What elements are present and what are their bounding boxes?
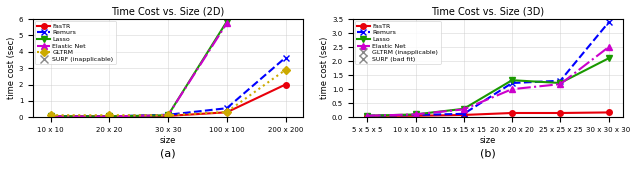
Remurs bbox=[164, 114, 172, 116]
FasTR bbox=[605, 111, 612, 114]
Text: (a): (a) bbox=[160, 149, 176, 159]
Remurs bbox=[364, 115, 371, 117]
Line: FasTR: FasTR bbox=[365, 110, 611, 119]
Line: Elastic Net: Elastic Net bbox=[364, 44, 612, 119]
Lasso bbox=[508, 79, 516, 81]
Lasso bbox=[412, 113, 419, 116]
Elastic Net bbox=[508, 88, 516, 90]
Title: Time Cost vs. Size (3D): Time Cost vs. Size (3D) bbox=[431, 7, 545, 17]
X-axis label: size: size bbox=[160, 136, 176, 145]
FasTR bbox=[164, 115, 172, 117]
Line: Lasso: Lasso bbox=[364, 55, 612, 119]
Elastic Net bbox=[460, 108, 468, 110]
Legend: FasTR, Remurs, Lasso, Elastic Net, GLTRM, SURF (inapplicable): FasTR, Remurs, Lasso, Elastic Net, GLTRM… bbox=[35, 21, 116, 64]
Lasso bbox=[164, 114, 172, 116]
Line: Elastic Net: Elastic Net bbox=[47, 20, 230, 120]
Lasso bbox=[364, 115, 371, 117]
GLTRM bbox=[47, 114, 54, 116]
Remurs bbox=[223, 107, 230, 109]
Lasso bbox=[106, 115, 113, 117]
Elastic Net bbox=[556, 83, 564, 85]
X-axis label: size: size bbox=[480, 136, 496, 145]
Text: (b): (b) bbox=[480, 149, 496, 159]
Remurs bbox=[556, 80, 564, 82]
GLTRM bbox=[282, 69, 289, 71]
Line: Remurs: Remurs bbox=[47, 54, 289, 120]
Lasso bbox=[605, 57, 612, 59]
Lasso bbox=[223, 20, 230, 23]
Elastic Net bbox=[364, 115, 371, 117]
Y-axis label: time cost (sec): time cost (sec) bbox=[7, 37, 16, 99]
Remurs bbox=[106, 115, 113, 117]
FasTR bbox=[412, 115, 419, 117]
Elastic Net bbox=[412, 113, 419, 116]
Y-axis label: time cost (sec): time cost (sec) bbox=[320, 37, 329, 99]
Line: Remurs: Remurs bbox=[364, 19, 612, 119]
Line: GLTRM: GLTRM bbox=[48, 67, 288, 118]
Lasso bbox=[47, 115, 54, 117]
FasTR bbox=[223, 111, 230, 113]
GLTRM bbox=[164, 114, 172, 116]
FasTR bbox=[508, 112, 516, 114]
Elastic Net bbox=[47, 115, 54, 117]
Line: FasTR: FasTR bbox=[48, 82, 288, 119]
FasTR bbox=[556, 112, 564, 114]
FasTR bbox=[460, 114, 468, 116]
FasTR bbox=[47, 115, 54, 117]
Elastic Net bbox=[164, 114, 172, 116]
Remurs bbox=[460, 113, 468, 115]
FasTR bbox=[106, 115, 113, 117]
Line: Lasso: Lasso bbox=[47, 18, 230, 120]
Remurs bbox=[412, 114, 419, 116]
Title: Time Cost vs. Size (2D): Time Cost vs. Size (2D) bbox=[111, 7, 225, 17]
Legend: FasTR, Remurs, Lasso, Elastic Net, GLTRM (inapplicable), SURF (bad fit): FasTR, Remurs, Lasso, Elastic Net, GLTRM… bbox=[355, 21, 440, 64]
Lasso bbox=[556, 82, 564, 84]
FasTR bbox=[364, 115, 371, 117]
Elastic Net bbox=[106, 115, 113, 117]
Remurs bbox=[508, 82, 516, 84]
Remurs bbox=[282, 56, 289, 59]
Elastic Net bbox=[223, 22, 230, 24]
GLTRM bbox=[223, 111, 230, 113]
Elastic Net bbox=[605, 46, 612, 48]
Remurs bbox=[605, 21, 612, 23]
GLTRM bbox=[106, 114, 113, 116]
Lasso bbox=[460, 108, 468, 110]
FasTR bbox=[282, 83, 289, 86]
Remurs bbox=[47, 115, 54, 117]
